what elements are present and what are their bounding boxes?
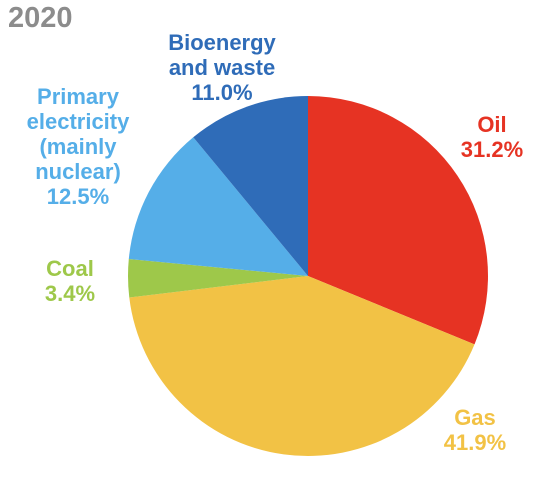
slice-label-line: Oil [477, 112, 507, 137]
slice-label-primary: Primary electricity (mainly nuclear) 12.5% [27, 84, 130, 209]
slice-value-label: 12.5% [46, 184, 110, 209]
slice-label-line: and waste [168, 55, 276, 80]
pie-slice-oil [308, 96, 488, 345]
slice-value-label: 41.9% [443, 430, 507, 455]
slice-label-line: nuclear) [35, 159, 121, 184]
slice-value-label: 31.2% [460, 137, 524, 162]
slice-label-line: electricity [26, 109, 130, 134]
slice-label-coal: Coal 3.4% [45, 256, 95, 306]
pie-slice-primary [128, 137, 308, 276]
slice-label-line: (mainly [39, 134, 117, 159]
slice-label-line: Gas [454, 405, 496, 430]
slice-label-line: Primary [37, 84, 119, 109]
chart-title: 2020 [8, 2, 73, 34]
pie-slice-bioenergy [193, 96, 308, 276]
slice-value-label: 3.4% [44, 281, 96, 306]
slice-label-bioenergy: Bioenergy and waste 11.0% [168, 30, 276, 105]
pie-slice-coal [127, 259, 308, 298]
pie-slice-gas [129, 276, 475, 456]
slice-value-label: 11.0% [191, 80, 253, 105]
slice-label-gas: Gas 41.9% [444, 405, 506, 455]
slice-label-line: Bioenergy [168, 30, 276, 55]
slice-label-line: Coal [46, 256, 94, 281]
slice-label-oil: Oil 31.2% [461, 112, 523, 162]
